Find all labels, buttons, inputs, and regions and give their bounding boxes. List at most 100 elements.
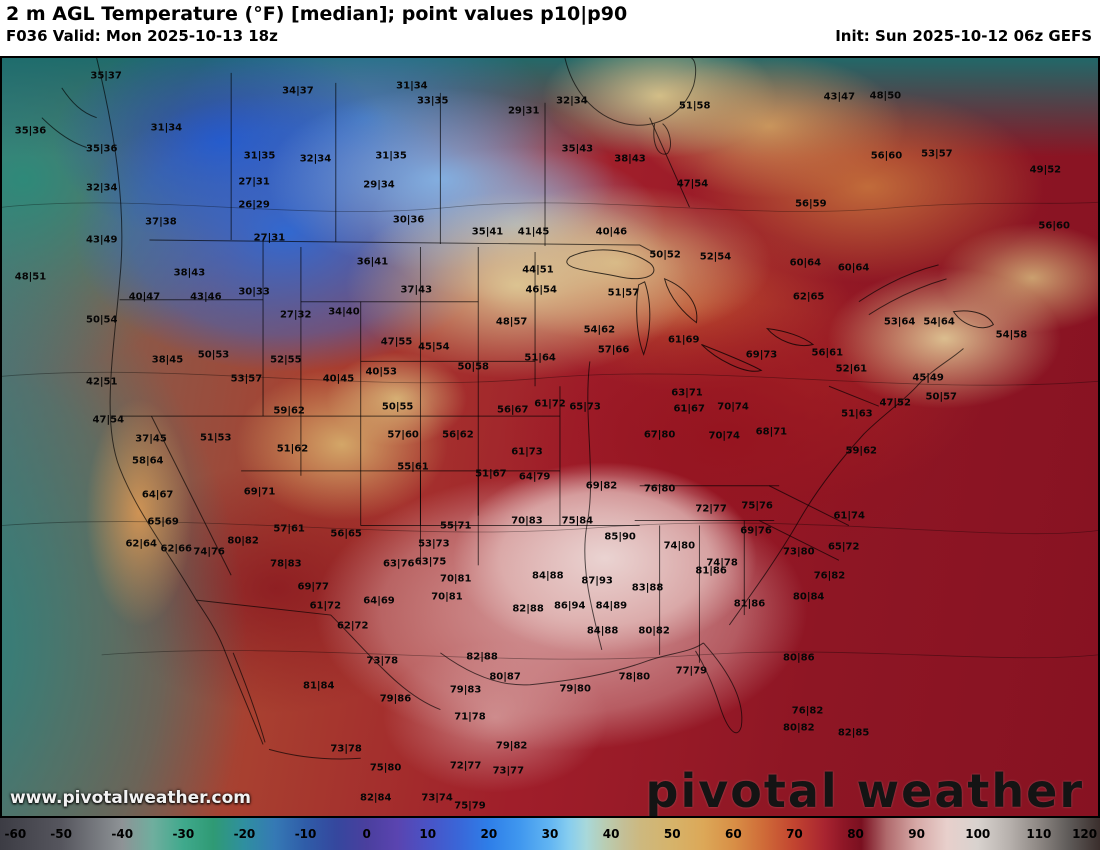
station-value: 53|57 <box>921 148 953 159</box>
station-value: 69|71 <box>243 486 276 498</box>
station-value: 50|57 <box>925 391 958 403</box>
station-value: 55|61 <box>397 461 429 473</box>
colorbar-tick: -60 <box>4 827 27 841</box>
station-value: 64|69 <box>363 595 395 607</box>
station-value: 51|58 <box>678 100 711 112</box>
station-value: 40|45 <box>322 373 355 385</box>
station-value: 78|83 <box>270 558 302 570</box>
colorbar-gradient <box>0 818 1100 850</box>
station-value: 64|79 <box>518 471 551 483</box>
station-value: 78|80 <box>618 671 651 683</box>
station-value: 84|88 <box>532 570 564 582</box>
station-value: 52|55 <box>270 354 302 366</box>
station-value: 54|58 <box>995 329 1028 341</box>
station-value: 32|34 <box>299 153 332 165</box>
colorbar-tick: 20 <box>480 827 498 841</box>
station-value: 69|76 <box>740 525 772 537</box>
station-value: 80|82 <box>783 722 815 734</box>
station-value: 75|76 <box>741 500 773 512</box>
station-value: 83|88 <box>631 582 664 594</box>
station-value: 56|60 <box>870 150 903 162</box>
station-value: 86|94 <box>553 600 586 612</box>
station-value: 50|54 <box>85 314 118 326</box>
station-value: 35|41 <box>471 226 504 238</box>
station-value: 68|71 <box>755 426 788 438</box>
station-value: 73|80 <box>783 546 815 558</box>
station-value: 61|69 <box>667 334 700 346</box>
station-value: 49|52 <box>1029 164 1062 176</box>
station-value: 72|77 <box>449 760 482 772</box>
station-value: 56|61 <box>811 347 844 359</box>
watermark-brand: pivotal weather <box>645 764 1084 818</box>
station-value: 48|51 <box>14 271 47 283</box>
station-value: 53|57 <box>230 373 263 385</box>
station-value: 84|89 <box>595 600 628 612</box>
station-value: 53|64 <box>883 316 916 328</box>
station-value: 35|36 <box>85 143 118 155</box>
colorbar-tick: 100 <box>965 827 991 841</box>
station-value: 61|73 <box>511 446 543 458</box>
station-value: 73|74 <box>421 792 453 804</box>
station-value: 37|43 <box>400 284 433 296</box>
station-value: 70|74 <box>717 401 749 413</box>
colorbar-tick: -50 <box>50 827 72 841</box>
station-value: 74|78 <box>706 557 738 569</box>
station-value: 70|74 <box>708 430 740 442</box>
station-value: 80|82 <box>638 625 670 637</box>
station-value: 48|57 <box>495 316 528 328</box>
station-value: 29|31 <box>507 105 540 117</box>
station-value: 69|73 <box>745 349 778 361</box>
station-value: 79|86 <box>379 693 412 704</box>
stations-layer: 35|37 34|37 31|34 33|35 29|31 32|34 51|58 43|47… <box>2 58 1098 816</box>
station-value: 57|66 <box>597 344 630 356</box>
colorbar-tick: -40 <box>111 827 134 841</box>
station-value: 56|59 <box>795 198 827 210</box>
station-value: 62|64 <box>125 538 157 550</box>
station-value: 41|45 <box>517 226 550 238</box>
station-value: 37|38 <box>145 216 177 228</box>
colorbar: -60 -50 -40 -30 -20 -10 0 10 20 30 40 50 60 70 80 90 100… <box>0 818 1100 850</box>
station-value: 55|71 <box>439 520 472 532</box>
station-value: 37|45 <box>135 433 167 445</box>
station-value: 67|80 <box>643 429 676 441</box>
station-value: 70|83 <box>511 515 543 527</box>
station-value: 62|72 <box>336 620 369 632</box>
station-value: 47|55 <box>380 336 413 348</box>
station-value: 74|76 <box>193 546 225 558</box>
station-value: 38|43 <box>614 153 646 165</box>
station-value: 43|46 <box>190 291 222 303</box>
station-value: 47|52 <box>879 397 911 409</box>
station-value: 45|49 <box>912 372 944 384</box>
station-value: 80|87 <box>489 671 521 683</box>
station-value: 62|66 <box>160 543 192 555</box>
station-value: 31|34 <box>396 80 428 92</box>
colorbar-tick: -20 <box>233 827 256 841</box>
station-value: 56|67 <box>496 404 529 416</box>
station-value: 33|35 <box>416 95 449 107</box>
station-value: 76|80 <box>643 483 676 495</box>
station-value: 40|46 <box>595 226 628 238</box>
station-value: 51|67 <box>475 468 507 480</box>
station-value: 85|90 <box>604 531 636 543</box>
station-value: 61|74 <box>833 510 865 522</box>
station-value: 29|34 <box>363 179 395 191</box>
colorbar-tick: 0 <box>362 827 371 841</box>
station-value: 70|81 <box>431 591 463 603</box>
station-value: 31|34 <box>150 122 183 134</box>
station-value: 73|78 <box>330 743 362 755</box>
station-value: 50|55 <box>381 401 414 413</box>
station-value: 76|82 <box>791 705 824 717</box>
station-value: 34|37 <box>282 85 314 97</box>
station-value: 30|33 <box>238 286 270 298</box>
colorbar-tick: 30 <box>541 827 559 841</box>
station-value: 72|77 <box>695 503 727 515</box>
station-value: 64|67 <box>141 489 174 501</box>
station-value: 51|63 <box>841 408 873 420</box>
station-value: 35|36 <box>14 125 47 137</box>
station-value: 79|82 <box>495 740 528 752</box>
station-value: 40|47 <box>128 291 161 303</box>
station-value: 80|86 <box>783 652 815 664</box>
station-value: 77|79 <box>675 665 708 677</box>
station-value: 81|86 <box>695 565 727 577</box>
